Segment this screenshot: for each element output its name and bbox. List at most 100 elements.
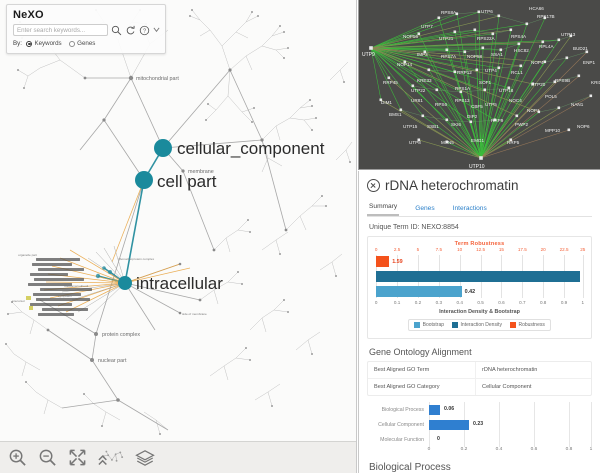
radio-genes-dot [68,40,75,47]
chart-title-term-robustness: Term Robustness [454,241,505,247]
radio-keywords[interactable]: Keywords [25,40,62,47]
svg-text:RRP9: RRP9 [491,118,504,123]
gene-node-utp10 [479,156,483,160]
radio-genes-label: Genes [77,40,96,47]
search-panel[interactable]: NeXO ? [6,4,166,54]
svg-text:ENP1: ENP1 [583,60,595,65]
refresh-icon[interactable] [125,25,136,36]
node-label-mitochondrial-part: mitochondrial part [136,76,179,82]
svg-text:UR81: UR81 [411,98,423,103]
zoom-in-icon[interactable] [8,448,27,467]
go-cat-biological-process: Biological Process [381,406,424,413]
node-label-cytoplasm: cytoplasm [58,294,72,298]
radio-genes[interactable]: Genes [68,40,96,47]
close-icon[interactable] [367,179,380,192]
svg-text:RCL1: RCL1 [511,70,523,75]
node-label-ribosomal-subunit: ribosomal subunit [64,284,88,288]
legend-swatch-interaction-density [452,322,459,328]
search-input[interactable] [13,24,108,36]
svg-text:POL5: POL5 [545,94,557,99]
go-bar-biological-process: Biological Process 0.06 [367,402,592,417]
tab-bar[interactable]: Summary Genes Interactions [367,200,592,217]
layers-icon[interactable] [135,449,155,467]
svg-text:RPS22A: RPS22A [477,36,496,41]
section-title-biological-process: Biological Process [369,462,451,473]
tab-genes[interactable]: Genes [415,205,435,212]
svg-text:RRP12: RRP12 [457,70,472,75]
legend-swatch-robustness [509,322,516,328]
svg-text:UTP21: UTP21 [439,36,454,41]
zoom-out-icon[interactable] [38,448,57,467]
chevron-down-icon[interactable] [153,26,160,35]
node-cell-part[interactable] [135,171,153,189]
gene-node-utp9 [369,46,373,50]
page-title: rDNA heterochromatin [385,178,519,193]
svg-text:UTP4: UTP4 [485,68,497,73]
svg-text:KRE33: KRE33 [417,78,432,83]
svg-text:KRI1: KRI1 [591,80,600,85]
svg-text:BUD21: BUD21 [573,46,588,51]
tab-interactions[interactable]: Interactions [452,205,487,212]
legend-item-robustness[interactable]: Robustness [509,322,545,328]
highlighted-nodes [118,139,172,290]
hierarchy-graph[interactable]: cellular_component cell part intracellul… [0,0,357,473]
node-label-intracellular: intracellular [136,274,223,293]
ontology-hierarchy-panel[interactable]: cellular_component cell part intracellul… [0,0,357,473]
section-title-go-alignment: Gene Ontology Alignment [369,347,472,357]
svg-text:UTP9: UTP9 [362,52,375,58]
svg-text:NAN1: NAN1 [571,102,584,107]
legend-item-bootstrap[interactable]: Bootstrap [414,322,444,328]
bar-value-robustness: 1.59 [392,258,403,265]
gene-labels: UTP9 RPS8A UTP6 UTP7 RPS17B NOP56 UTP21 … [362,6,600,169]
legend-swatch-bootstrap [414,322,421,328]
svg-text:RRP45: RRP45 [383,80,398,85]
collapse-icon[interactable] [98,448,124,468]
svg-text:RPL4A: RPL4A [539,44,554,49]
svg-text:RPS8A: RPS8A [441,10,457,15]
row-key-best-aligned-go-category: Best Aligned GO Category [374,384,440,390]
row-key-best-aligned-go-term: Best Aligned GO Term [374,367,430,373]
table-row: Best Aligned GO Term rDNA heterochromati… [368,362,591,379]
svg-text:NOP1: NOP1 [527,108,540,113]
chart-bottom-axis: 0 0.1 0.2 0.3 0.4 0.5 0.6 0.7 0.8 0.9 1 [374,300,585,305]
row-value-best-aligned-go-category: Cellular Component [475,379,591,395]
svg-text:NOC4: NOC4 [509,98,522,103]
go-cat-cellular-component: Cellular Component [378,421,424,428]
graph-toolbar[interactable] [0,441,356,473]
chart-plot-area: 1.59 0.42 [373,255,586,298]
svg-text:?: ? [143,28,146,34]
search-icon[interactable] [111,25,122,36]
node-label-side-of-membrane: side of membrane [182,312,207,316]
svg-text:UTP7: UTP7 [421,24,433,29]
help-icon[interactable]: ? [139,25,150,36]
svg-text:PWP2: PWP2 [515,122,528,127]
app-title: NeXO [13,9,44,21]
svg-text:HSC82: HSC82 [514,48,529,53]
bar-interaction-density [376,270,586,283]
go-alignment-table: Best Aligned GO Term rDNA heterochromati… [367,361,592,396]
node-cellular-component[interactable] [154,139,172,157]
term-detail-panel[interactable]: rDNA heterochromatin Summary Genes Inter… [358,171,600,473]
node-label-ribonucleoprotein-complex: ribonucleoprotein complex [118,257,155,261]
legend-label-bootstrap: Bootstrap [422,322,445,328]
go-cat-molecular-function: Molecular Function [380,436,424,443]
svg-text:UTP8: UTP8 [409,140,421,145]
gene-interaction-network[interactable]: UTP9 RPS8A UTP6 UTP7 RPS17B NOP56 UTP21 … [358,0,600,170]
legend-item-interaction-density[interactable]: Interaction Density [452,322,502,328]
svg-text:NOP14: NOP14 [397,62,413,67]
node-label-membrane: membrane [188,169,214,175]
go-bar-cellular-component: Cellular Component 0.23 [367,417,592,432]
svg-text:IMP3: IMP3 [417,52,428,57]
unique-term-id: Unique Term ID: NEXO:8854 [369,224,459,231]
svg-text:CBF5: CBF5 [471,104,483,109]
svg-text:RPS13: RPS13 [455,98,470,103]
svg-text:NOP58: NOP58 [467,54,483,59]
chart-axis-caption: Interaction Density & Bootstrap [439,309,520,315]
node-intracellular[interactable] [118,276,132,290]
node-label-cellular-component: cellular_component [177,139,325,158]
tab-summary[interactable]: Summary [367,200,400,216]
svg-text:UTP6: UTP6 [481,9,493,14]
bar-value-bootstrap: 0.42 [464,288,476,295]
fit-to-screen-icon[interactable] [68,448,87,467]
svg-text:BMS1: BMS1 [389,112,402,117]
